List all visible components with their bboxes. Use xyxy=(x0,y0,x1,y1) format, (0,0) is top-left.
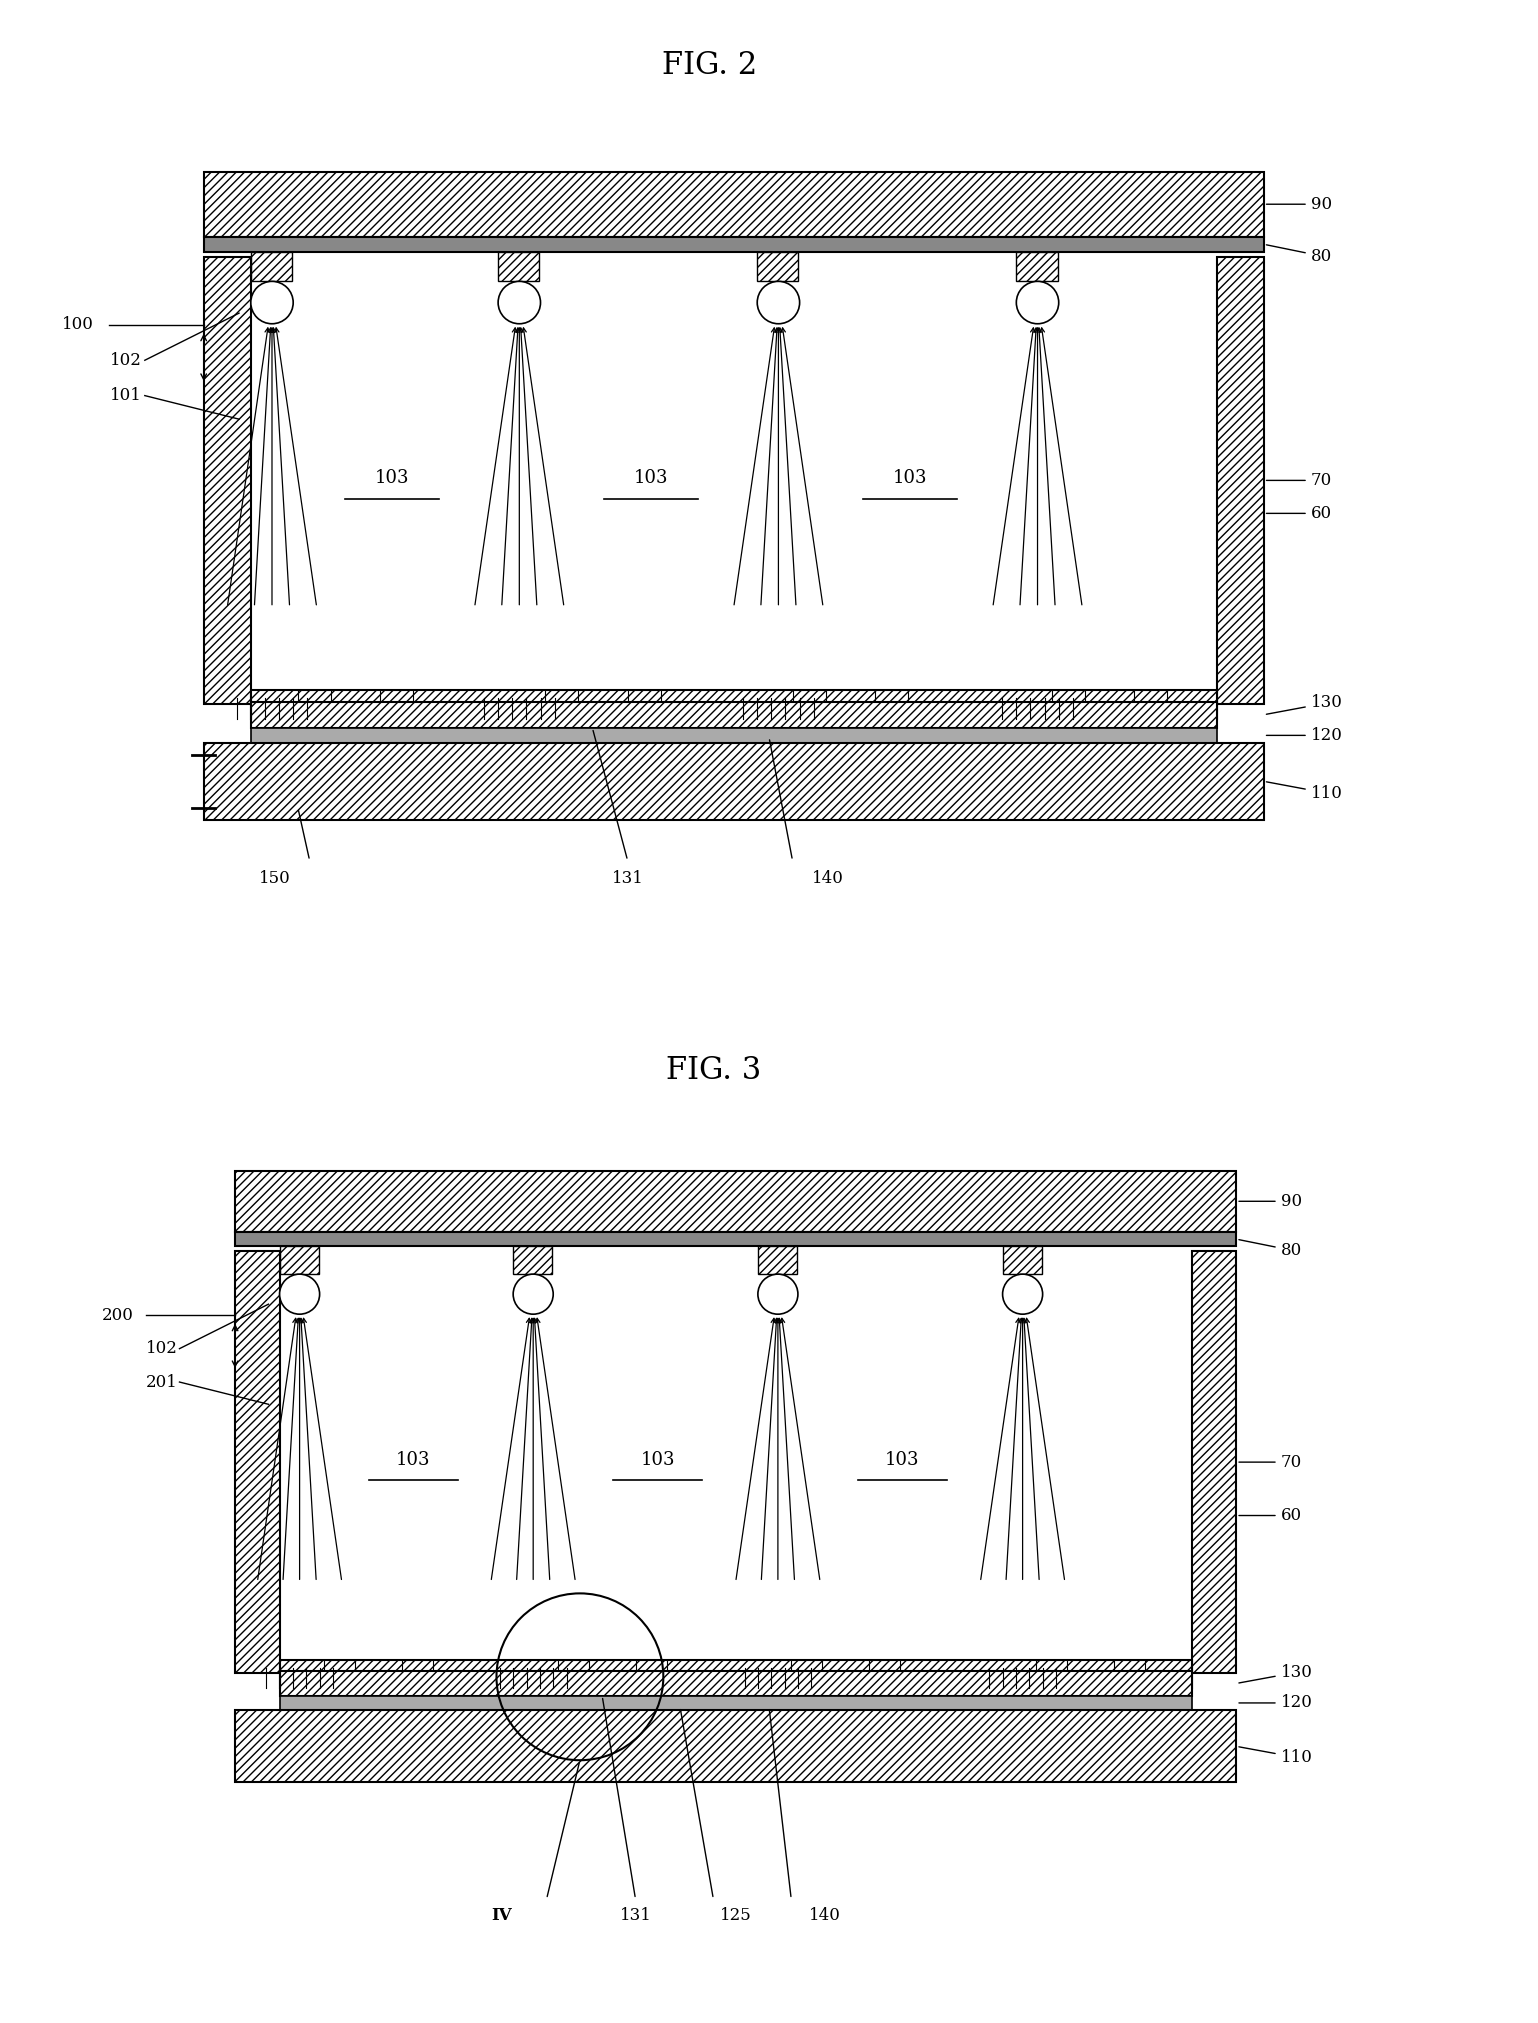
Bar xyxy=(380,690,414,716)
Bar xyxy=(298,690,331,716)
Circle shape xyxy=(757,281,800,324)
Bar xyxy=(792,690,826,716)
Text: IV: IV xyxy=(492,1908,512,1924)
Text: 200: 200 xyxy=(102,1307,134,1323)
Text: 120: 120 xyxy=(1266,726,1343,744)
Text: 110: 110 xyxy=(1240,1746,1312,1766)
Bar xyxy=(280,1661,1192,1687)
Bar xyxy=(498,253,540,281)
Text: 110: 110 xyxy=(1266,781,1343,801)
Bar xyxy=(635,1661,666,1685)
Text: 101: 101 xyxy=(109,386,141,405)
Text: 131: 131 xyxy=(620,1908,652,1924)
Text: 70: 70 xyxy=(1266,471,1332,490)
Text: 103: 103 xyxy=(640,1450,675,1469)
Text: 201: 201 xyxy=(146,1374,178,1390)
Bar xyxy=(280,1246,318,1274)
Text: 80: 80 xyxy=(1240,1240,1301,1258)
Text: 100: 100 xyxy=(63,316,94,334)
Bar xyxy=(235,1709,1237,1782)
Circle shape xyxy=(1017,281,1058,324)
Bar xyxy=(251,253,292,281)
Text: 103: 103 xyxy=(634,469,669,488)
Bar xyxy=(235,1250,280,1673)
Bar xyxy=(203,742,1264,819)
Text: 103: 103 xyxy=(894,469,927,488)
Text: 130: 130 xyxy=(1266,694,1343,714)
Bar xyxy=(325,1661,355,1685)
Text: 60: 60 xyxy=(1266,506,1332,522)
Bar xyxy=(869,1661,900,1685)
Bar xyxy=(514,1246,552,1274)
Text: 103: 103 xyxy=(395,1450,431,1469)
Text: 103: 103 xyxy=(886,1450,920,1469)
Text: 120: 120 xyxy=(1240,1695,1312,1711)
Bar xyxy=(875,690,907,716)
Bar xyxy=(1134,690,1167,716)
Text: 125: 125 xyxy=(720,1908,752,1924)
Text: 60: 60 xyxy=(1240,1507,1301,1523)
Circle shape xyxy=(498,281,540,324)
Circle shape xyxy=(758,1274,798,1315)
Bar xyxy=(203,257,251,704)
Text: FIG. 2: FIG. 2 xyxy=(663,51,758,81)
Bar xyxy=(280,1671,1192,1695)
Circle shape xyxy=(1003,1274,1043,1315)
Bar xyxy=(558,1661,589,1685)
Bar xyxy=(203,237,1264,253)
Bar xyxy=(1017,253,1058,281)
Bar xyxy=(280,1695,1192,1709)
Circle shape xyxy=(251,281,294,324)
Bar xyxy=(1037,1661,1067,1685)
Bar xyxy=(757,253,798,281)
Bar xyxy=(546,690,578,716)
Text: 140: 140 xyxy=(812,870,844,886)
Text: FIG. 3: FIG. 3 xyxy=(666,1056,761,1086)
Text: 102: 102 xyxy=(109,352,141,368)
Bar xyxy=(1052,690,1084,716)
Text: 102: 102 xyxy=(146,1339,178,1357)
Text: 130: 130 xyxy=(1240,1663,1312,1683)
Bar xyxy=(1217,257,1264,704)
Bar xyxy=(251,702,1217,728)
Text: 80: 80 xyxy=(1266,245,1332,265)
Bar xyxy=(628,690,661,716)
Text: 150: 150 xyxy=(258,870,291,886)
Circle shape xyxy=(514,1274,554,1315)
Circle shape xyxy=(280,1274,320,1315)
Text: 131: 131 xyxy=(612,870,643,886)
Text: 90: 90 xyxy=(1266,196,1332,212)
Bar xyxy=(1192,1250,1237,1673)
Text: 70: 70 xyxy=(1240,1455,1301,1471)
Bar xyxy=(203,172,1264,237)
Bar xyxy=(401,1661,434,1685)
Text: 103: 103 xyxy=(375,469,409,488)
Bar xyxy=(251,728,1217,742)
Bar xyxy=(791,1661,823,1685)
Text: 90: 90 xyxy=(1240,1194,1301,1210)
Bar xyxy=(235,1171,1237,1232)
Bar xyxy=(251,690,1217,720)
Bar xyxy=(758,1246,797,1274)
Bar xyxy=(1003,1246,1041,1274)
Bar xyxy=(235,1232,1237,1246)
Text: 140: 140 xyxy=(809,1908,841,1924)
Bar xyxy=(1114,1661,1144,1685)
